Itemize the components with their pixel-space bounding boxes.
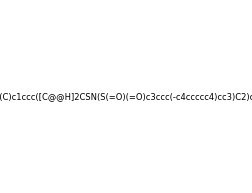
Text: CN(C)c1ccc([C@@H]2CSN(S(=O)(=O)c3ccc(-c4ccccc4)cc3)C2)cc1: CN(C)c1ccc([C@@H]2CSN(S(=O)(=O)c3ccc(-c4… [0, 92, 252, 101]
